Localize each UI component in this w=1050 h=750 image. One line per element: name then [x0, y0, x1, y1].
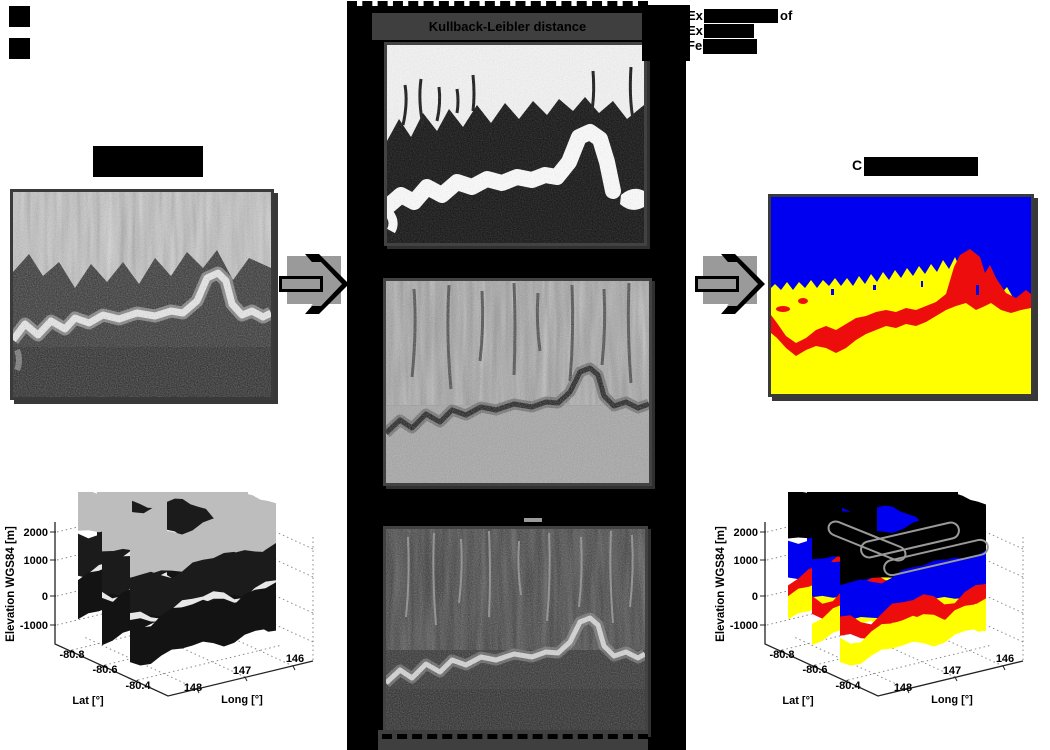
caption-redaction-3	[703, 39, 757, 54]
arrow-right-icon	[695, 254, 765, 314]
svg-text:0: 0	[42, 591, 48, 603]
arrow-right-icon	[279, 254, 349, 314]
kl-distance-art	[387, 45, 644, 243]
svg-text:2000: 2000	[24, 527, 48, 539]
svg-text:-80.4: -80.4	[835, 680, 861, 692]
svg-text:-80.6: -80.6	[92, 664, 117, 676]
right-title-visible: C	[852, 157, 863, 173]
svg-text:-80.8: -80.8	[59, 649, 84, 661]
classification-image	[768, 194, 1034, 397]
svg-text:146: 146	[996, 653, 1014, 665]
svg-text:Long [°]: Long [°]	[221, 694, 263, 706]
classification-art	[771, 197, 1031, 394]
right-title-redaction	[864, 157, 978, 176]
corner-square-artifact	[9, 38, 30, 59]
feature-2-art	[386, 281, 649, 483]
left-title-redaction	[93, 146, 203, 177]
svg-text:1000: 1000	[24, 555, 48, 567]
panel-dashed-border-top	[347, 1, 648, 6]
svg-text:1000: 1000	[734, 555, 758, 567]
corner-square-artifact	[9, 6, 30, 27]
panel-bottom-band	[378, 730, 648, 750]
kl-distance-image	[384, 42, 647, 246]
radargram-art	[13, 192, 271, 397]
caption-line2-start: Ex	[687, 23, 703, 38]
feature-3-art	[386, 529, 645, 731]
svg-text:-1000: -1000	[20, 620, 48, 632]
kl-header-bar: Kullback-Leibler distance	[372, 13, 643, 40]
test-data-3d-plot: 2000 1000 0 -1000 -80.8 -80.6 -80.4 148 147 146 La…	[5, 492, 314, 707]
kl-header-label: Kullback-Leibler distance	[428, 19, 587, 34]
svg-text:Lat [°]: Lat [°]	[782, 695, 814, 707]
svg-text:2000: 2000	[734, 527, 758, 539]
svg-text:Long [°]: Long [°]	[931, 694, 973, 706]
caption-redaction-blob	[642, 5, 690, 61]
svg-text:-80.6: -80.6	[802, 664, 827, 676]
svg-text:Elevation WGS84 [m]: Elevation WGS84 [m]	[715, 526, 727, 642]
caption-line1-end: of	[780, 8, 793, 23]
panel-dashed-border-bottom	[382, 734, 648, 739]
svg-text:Elevation WGS84 [m]: Elevation WGS84 [m]	[5, 526, 17, 642]
caption-line3-start: Fe	[687, 38, 703, 53]
feature-image-2	[383, 278, 652, 486]
svg-text:0: 0	[752, 591, 758, 603]
svg-text:147: 147	[943, 665, 961, 677]
caption-redaction-1	[704, 9, 778, 23]
hidden-label-remnant	[524, 518, 542, 522]
svg-text:-1000: -1000	[730, 620, 758, 632]
svg-text:147: 147	[233, 665, 251, 677]
svg-text:Lat [°]: Lat [°]	[72, 695, 104, 707]
feature-image-3	[383, 526, 648, 734]
svg-text:-80.8: -80.8	[769, 649, 794, 661]
svg-text:146: 146	[286, 653, 304, 665]
svg-text:-80.4: -80.4	[125, 680, 151, 692]
svg-text:148: 148	[184, 682, 202, 694]
test-radargram-image	[10, 189, 274, 400]
svg-text:148: 148	[894, 682, 912, 694]
classification-3d-plot: 2000 1000 0 -1000 -80.8 -80.6 -80.4 148 147 146 La…	[715, 492, 1024, 707]
caption-line1-start: Ex	[687, 8, 703, 23]
caption-redaction-2	[704, 24, 754, 38]
